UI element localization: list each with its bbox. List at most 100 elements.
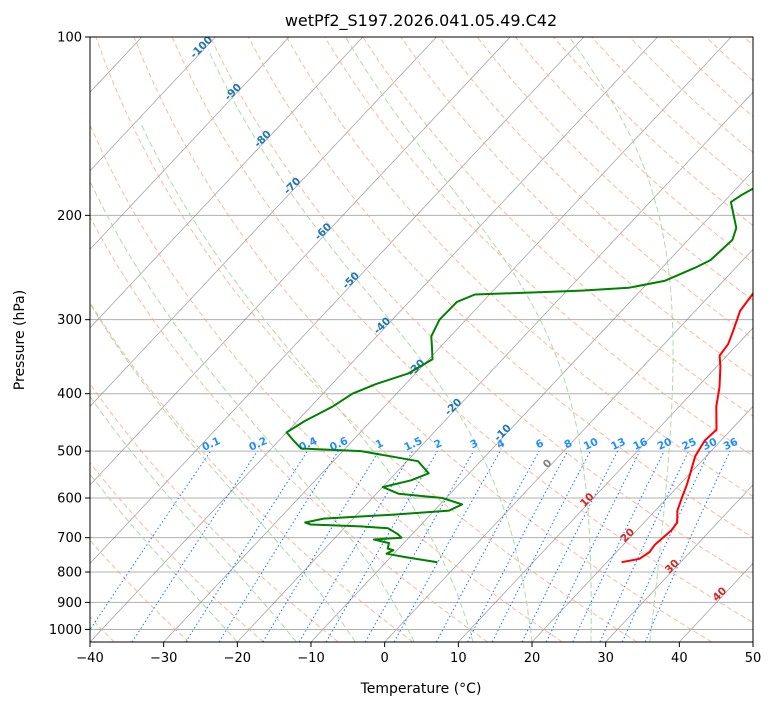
dry-adiabat-line: [743, 37, 753, 46]
mixing-ratio-line: [218, 450, 339, 642]
mixing-ratio-label: 6: [534, 437, 546, 451]
y-tick-label: 300: [57, 313, 82, 328]
mixing-ratio-line: [364, 450, 475, 642]
isotherm-label: 0: [541, 457, 555, 471]
dry-adiabat-line: [400, 37, 753, 378]
x-tick-label: −40: [76, 651, 103, 666]
x-tick-label: 0: [381, 651, 389, 666]
isotherm-line: [605, 484, 753, 642]
mixing-ratio-label: 10: [582, 436, 600, 453]
isotherm-label: -50: [340, 270, 362, 292]
isotherm-line: [237, 91, 753, 642]
dry-adiabat-line: [90, 461, 264, 642]
isotherm-label: -70: [282, 175, 304, 197]
isotherm-line: [163, 37, 732, 642]
dewpoint-profile-line: [285, 187, 753, 564]
dry-adiabat-line: [286, 37, 753, 498]
isotherm-label: 10: [578, 491, 597, 510]
moist-adiabat-line: [569, 37, 674, 642]
isotherm-line: [531, 405, 753, 642]
dry-adiabat-line: [95, 37, 638, 642]
mixing-ratio-line: [393, 450, 501, 642]
x-tick-label: −20: [224, 651, 251, 666]
mixing-ratio-line: [644, 450, 731, 642]
mixing-ratio-label: 2: [432, 437, 444, 451]
x-tick-label: 20: [524, 651, 541, 666]
x-tick-label: 30: [597, 651, 614, 666]
isotherm-label: -90: [222, 81, 244, 103]
mixing-ratio-line: [262, 450, 380, 642]
isotherm-line: [90, 37, 585, 565]
dry-adiabat-line: [667, 37, 753, 118]
dry-adiabat-line: [705, 37, 753, 82]
dry-adiabat-line: [133, 37, 712, 642]
mixing-ratio-line: [521, 450, 619, 642]
y-axis: 100 200 300 400 500 600 700 800 900 1000: [49, 31, 90, 638]
isotherm-label: -20: [443, 396, 465, 418]
mixing-ratio-label: 36: [722, 436, 740, 453]
y-tick-label: 100: [57, 31, 82, 46]
dry-adiabat-line: [90, 216, 488, 642]
y-tick-label: 200: [57, 209, 82, 224]
isotherm-line: [679, 562, 753, 642]
mixing-ratio-label: 16: [631, 436, 649, 453]
isotherm-line: [90, 37, 290, 250]
isotherm-line: [90, 37, 658, 642]
dry-adiabat-line: [90, 539, 190, 642]
moist-adiabat-line: [90, 473, 238, 642]
y-tick-label: 600: [57, 492, 82, 507]
mixing-ratio-label: 13: [609, 436, 627, 453]
mixing-ratio-line: [621, 450, 710, 642]
plot-area: 0.1 0.2 0.4 0.6 1 1.5 2 3 4 6 8 10 13 16 20 25 30 36-100-…: [90, 37, 753, 642]
x-tick-label: −30: [150, 651, 177, 666]
moist-adiabat-line: [90, 395, 297, 642]
mixing-ratio-line: [185, 450, 308, 642]
isotherm-label: -60: [312, 221, 334, 243]
isotherm-label: 30: [663, 557, 682, 576]
mixing-ratio-label: 4: [495, 437, 507, 451]
y-tick-label: 800: [57, 566, 82, 581]
dry-adiabat-line: [90, 382, 339, 642]
y-axis-title: Pressure (hPa): [12, 290, 28, 390]
mixing-ratio-line: [435, 450, 540, 642]
y-tick-label: 1000: [49, 623, 82, 638]
dry-adiabat-line: [324, 37, 753, 457]
y-tick-label: 900: [57, 596, 82, 611]
dry-adiabat-line: [591, 37, 753, 190]
x-axis-title: Temperature (°C): [360, 681, 482, 697]
mixing-ratio-line: [467, 450, 569, 642]
isotherm-line: [90, 37, 437, 407]
dry-adiabat-line: [171, 37, 753, 624]
isotherm-line: [752, 641, 753, 642]
mixing-ratio-label: 1: [374, 437, 386, 451]
mixing-ratio-line: [572, 450, 665, 642]
x-tick-label: 50: [745, 651, 762, 666]
x-tick-label: 40: [671, 651, 688, 666]
isotherm-label: 40: [710, 585, 729, 604]
dry-adiabat-line: [247, 37, 753, 539]
y-tick-label: 400: [57, 387, 82, 402]
moist-adiabat-line: [207, 49, 533, 642]
isotherm-line: [384, 248, 753, 642]
dry-adiabat-line: [90, 123, 563, 642]
isotherm-line: [90, 37, 511, 486]
dry-adiabat-line: [514, 37, 753, 264]
isotherm-line: [90, 37, 216, 172]
x-tick-label: −10: [297, 651, 324, 666]
mixing-ratio-label: 25: [680, 436, 698, 453]
mixing-ratio-line: [599, 450, 690, 642]
mixing-ratio-label: 8: [562, 437, 574, 451]
mixing-ratio-line: [131, 450, 258, 642]
moist-adiabat-line: [90, 180, 415, 642]
x-axis: −40 −30 −20 −10 0 10 20 30 40 50: [76, 642, 761, 666]
mixing-ratio-label: 3: [468, 437, 480, 451]
temperature-profile-line: [621, 291, 753, 564]
background-lines: [90, 37, 753, 642]
mixing-ratio-line: [491, 450, 591, 642]
x-tick-label: 10: [450, 651, 467, 666]
y-tick-label: 500: [57, 445, 82, 460]
dry-adiabat-line: [438, 37, 753, 340]
moist-adiabat-line: [140, 123, 474, 642]
dry-adiabat-line: [90, 301, 414, 642]
